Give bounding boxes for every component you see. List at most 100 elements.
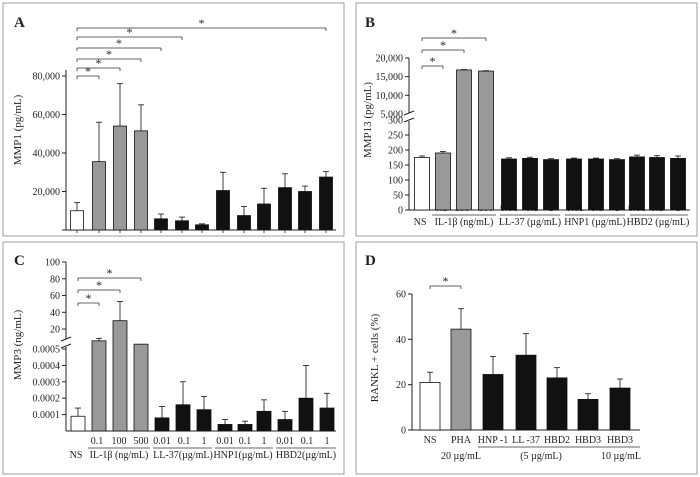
d-cat-6: HBD3 — [607, 435, 633, 446]
c-group-3: HNP1(µg/mL) — [213, 450, 272, 461]
c-group-4: HBD2(µg/mL) — [276, 450, 336, 461]
c-bar-9 — [256, 410, 272, 432]
c-cat-11: 0.1 — [301, 436, 314, 447]
c-cat-6: 1 — [202, 436, 207, 447]
c-sig-star-0: * — [86, 291, 92, 305]
b-bar-2 — [456, 69, 472, 211]
d-group-1: 20 µg/mL — [441, 451, 481, 462]
d-cat-1: PHA — [451, 435, 472, 446]
c-bar-3 — [133, 343, 149, 432]
c-cat-1: 0.1 — [91, 436, 104, 447]
d-bar-2 — [482, 374, 504, 431]
b-tick-label-3: 150 — [388, 161, 403, 172]
b-group-2: LL-37 (µg/mL) — [499, 217, 561, 228]
c-tick-label-1: 0.0002 — [33, 394, 61, 405]
a-bar-12 — [319, 176, 333, 231]
b-bar-10 — [629, 156, 645, 211]
c-bar-7 — [217, 424, 233, 432]
panel-c-frame — [2, 241, 345, 475]
b-tick-label-4: 200 — [388, 146, 403, 157]
a-tick-label-1: 20,000 — [33, 187, 61, 198]
a-bar-6 — [195, 224, 209, 231]
d-group-2: (5 µg/mL) — [520, 451, 562, 462]
panel-a-frame — [2, 2, 345, 237]
d-tick-label-1: 20 — [396, 380, 406, 391]
d-sig-star-0: * — [443, 274, 449, 288]
c-tick-label-3: 0.0004 — [33, 361, 61, 372]
c-cat-4: 0.01 — [153, 436, 171, 447]
d-bar-4 — [546, 377, 568, 431]
b-axis-break-mark-1 — [403, 110, 415, 116]
panel-b-ylabel: MMP13 (pg/mL) — [362, 82, 374, 158]
b-bar-7 — [566, 158, 582, 211]
d-bar-6 — [609, 387, 631, 431]
c-cat-9: 1 — [262, 436, 267, 447]
panel-letter-d: D — [365, 253, 376, 269]
c-tick-label-6: 40 — [50, 308, 60, 319]
b-axis-break-mark-2 — [403, 117, 415, 123]
c-cat-7: 0.01 — [216, 436, 234, 447]
d-cat-2: HNP -1 — [478, 435, 508, 446]
b-group-1: IL-1β (ng/mL) — [435, 217, 494, 228]
a-bar-10 — [278, 187, 292, 231]
a-sig-star-2: * — [106, 47, 112, 61]
c-axis-break-gap — [61, 339, 71, 347]
panel-d-frame — [355, 241, 698, 475]
c-cat-2: 100 — [112, 436, 127, 447]
panel-c-ylabel: MMP3 (ng/mL) — [12, 309, 24, 380]
b-tick-label-2: 100 — [388, 176, 403, 187]
c-bar-4 — [154, 417, 170, 432]
c-bar-5 — [175, 404, 191, 432]
panel-letter-b: B — [365, 15, 375, 31]
b-group-4: HBD2 (µg/mL) — [627, 217, 690, 228]
a-bar-4 — [154, 218, 168, 231]
a-bar-1 — [92, 161, 106, 231]
b-tick-label-0: 0 — [398, 206, 403, 217]
b-bar-5 — [522, 157, 538, 211]
b-tick-label-8: 10,000 — [376, 91, 404, 102]
panel-b-frame — [355, 2, 698, 237]
c-bar-6 — [196, 409, 212, 432]
c-bar-11 — [298, 397, 314, 432]
d-cat-0: NS — [424, 435, 437, 446]
c-tick-label-4: 0.0005 — [33, 345, 61, 356]
b-tick-label-5: 250 — [388, 131, 403, 142]
c-cat-3: 500 — [134, 436, 149, 447]
a-bar-2 — [113, 125, 127, 231]
a-bar-5 — [175, 220, 189, 231]
a-bar-8 — [237, 215, 251, 231]
c-sig-star-1: * — [96, 278, 102, 292]
b-bar-12 — [670, 157, 686, 211]
d-cat-4: HBD2 — [544, 435, 570, 446]
c-bar-1 — [91, 340, 107, 432]
b-sig-star-1: * — [440, 38, 446, 52]
panel-a-plot: 20,000 40,000 60,000 80,000 * * * * * * — [33, 16, 336, 231]
c-cat-10: 0.01 — [276, 436, 294, 447]
d-bar-5 — [577, 398, 599, 431]
b-tick-label-9: 15,000 — [376, 72, 404, 83]
a-sig-star-1: * — [96, 56, 102, 70]
b-tick-label-7: 5,000 — [381, 110, 404, 121]
a-bar-9 — [257, 203, 271, 231]
c-tick-label-7: 60 — [50, 291, 60, 302]
a-sig-star-4: * — [127, 25, 133, 39]
panel-c-labels: NS 0.1 100 500 0.01 0.1 1 0.01 0.1 1 0.0… — [70, 436, 337, 461]
d-tick-label-0: 0 — [401, 426, 406, 437]
panel-letter-a: A — [14, 15, 25, 31]
d-group-3: 10 µg/mL — [601, 451, 641, 462]
b-group-3: HNP1 (µg/mL) — [564, 217, 626, 228]
c-group-1: IL-1β (ng/mL) — [90, 450, 149, 461]
a-tick-label-2: 40,000 — [33, 149, 61, 160]
c-cat-ns: NS — [70, 450, 83, 461]
a-sig-star-3: * — [116, 36, 122, 50]
c-bar-8 — [237, 424, 253, 432]
d-tick-label-2: 40 — [396, 335, 406, 346]
c-bar-12 — [319, 407, 335, 432]
c-bar-0 — [70, 415, 86, 432]
c-tick-label-8: 80 — [50, 274, 60, 285]
a-bar-11 — [298, 191, 312, 231]
d-bar-0 — [419, 381, 441, 431]
b-cat-ns: NS — [414, 217, 427, 228]
